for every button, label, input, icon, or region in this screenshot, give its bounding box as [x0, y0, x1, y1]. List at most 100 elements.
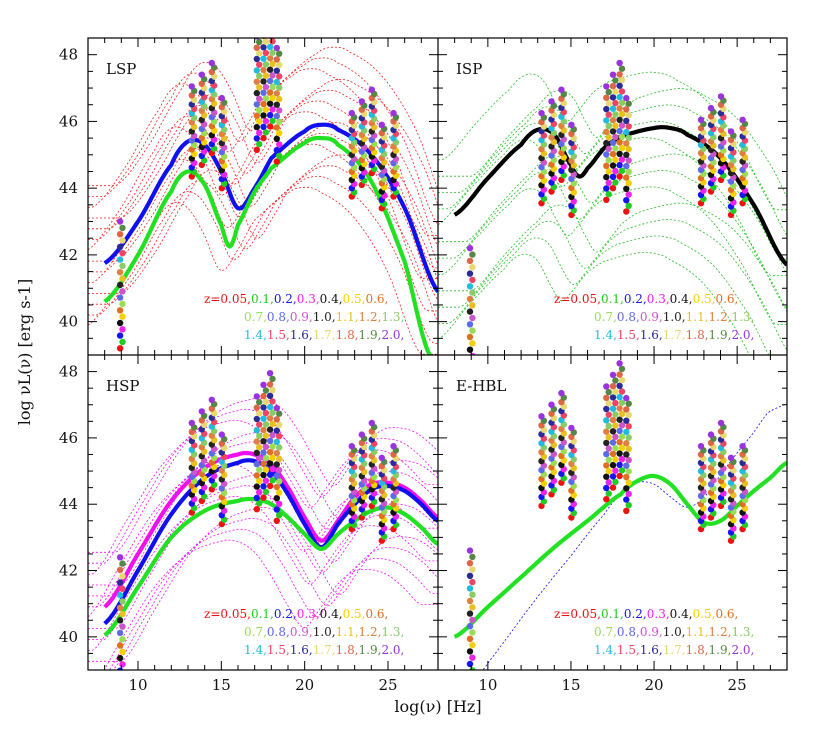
redshift-legend-entry: 0.05,	[570, 292, 601, 306]
y-tick-label: 44	[59, 495, 78, 513]
data-point	[618, 467, 626, 474]
data-point	[188, 83, 195, 90]
data-point	[253, 483, 260, 490]
redshift-legend-entry: 0.4,	[670, 292, 693, 306]
data-point	[276, 455, 283, 462]
data-point	[260, 123, 267, 130]
data-point	[266, 426, 274, 433]
data-point	[612, 388, 619, 395]
data-point	[262, 72, 270, 79]
data-point	[253, 449, 260, 456]
panel-label-hsp: HSP	[106, 377, 139, 395]
data-point	[466, 623, 474, 630]
data-point	[625, 479, 632, 486]
data-point	[616, 161, 623, 169]
data-point	[609, 405, 617, 412]
data-point	[616, 150, 623, 157]
data-point	[119, 648, 126, 655]
data-point	[119, 275, 126, 282]
y-tick-label: 46	[59, 112, 78, 130]
data-point	[469, 251, 476, 258]
data-point	[466, 660, 474, 668]
data-point	[266, 100, 274, 107]
data-point	[623, 485, 630, 492]
data-point	[625, 434, 632, 441]
data-point	[618, 444, 626, 451]
data-point	[609, 71, 617, 78]
data-point	[119, 674, 125, 680]
data-point	[273, 101, 280, 108]
data-point	[616, 427, 623, 435]
data-point	[603, 128, 610, 135]
data-point	[198, 71, 205, 78]
panel-label-e-hbl: E-HBL	[456, 377, 506, 395]
data-point	[119, 224, 126, 232]
data-point	[616, 82, 623, 89]
data-point	[198, 408, 205, 415]
data-point	[266, 123, 274, 130]
data-point	[276, 107, 283, 114]
data-point	[253, 460, 260, 468]
data-point	[616, 105, 623, 112]
data-point	[260, 460, 267, 467]
data-point	[266, 381, 274, 388]
data-point	[266, 66, 274, 73]
data-point	[609, 439, 617, 446]
data-point	[469, 566, 476, 573]
y-tick-label: 42	[59, 246, 78, 264]
data-point	[253, 438, 260, 445]
data-point	[273, 67, 280, 74]
data-point	[466, 308, 474, 315]
data-point	[266, 471, 274, 478]
redshift-legend-entry: 0.6,	[715, 292, 738, 306]
data-point	[390, 109, 397, 117]
data-point	[612, 167, 619, 175]
data-point	[269, 432, 276, 439]
data-point	[260, 483, 267, 490]
redshift-legend-row: z=0.05,0.1,0.2,0.3,0.4,0.5,0.6,	[554, 292, 738, 306]
data-point	[273, 461, 280, 468]
redshift-legend-entry: 0.3,	[297, 292, 320, 306]
redshift-legend-entry: 0.2,	[274, 292, 297, 306]
data-point	[116, 231, 124, 238]
redshift-legend-entry: 1.9,	[709, 643, 732, 657]
y-tick-label: 48	[59, 46, 78, 64]
data-point	[466, 560, 474, 567]
redshift-legend-entry: 2.0,	[381, 328, 404, 342]
data-point	[625, 411, 632, 419]
y-tick-label: 42	[59, 562, 78, 580]
data-point	[727, 128, 735, 135]
data-point	[739, 443, 746, 450]
data-point	[260, 415, 267, 422]
model-curve-dotted	[438, 251, 750, 355]
data-point	[253, 494, 260, 502]
data-point	[262, 129, 270, 136]
y-tick-label: 44	[59, 179, 78, 197]
data-point	[603, 83, 610, 90]
y-tick-label: 48	[59, 363, 78, 381]
data-point	[253, 123, 260, 131]
data-point	[625, 191, 632, 198]
data-point	[538, 413, 545, 420]
data-point	[625, 502, 632, 509]
redshift-legend-row: 0.7,0.8,0.9,1.0,1.1,1.2,1.3,	[244, 625, 404, 639]
data-point	[260, 449, 267, 456]
data-point	[256, 455, 263, 462]
data-point	[623, 106, 630, 113]
redshift-legend-entry: 1.8,	[336, 643, 359, 657]
redshift-legend-entry: 0.9,	[640, 625, 663, 639]
sed-curve-1	[103, 135, 432, 355]
data-point	[260, 55, 267, 62]
data-point	[625, 123, 632, 130]
data-point	[256, 432, 263, 440]
data-point	[612, 156, 619, 163]
data-point	[378, 121, 385, 128]
data-point	[262, 38, 270, 45]
x-tick-label: 10	[478, 676, 497, 694]
model-curve-dotted	[88, 176, 438, 344]
redshift-legend-entry: 1.5,	[267, 643, 290, 657]
data-point	[466, 257, 474, 265]
data-point	[276, 73, 283, 80]
data-point	[616, 393, 623, 401]
